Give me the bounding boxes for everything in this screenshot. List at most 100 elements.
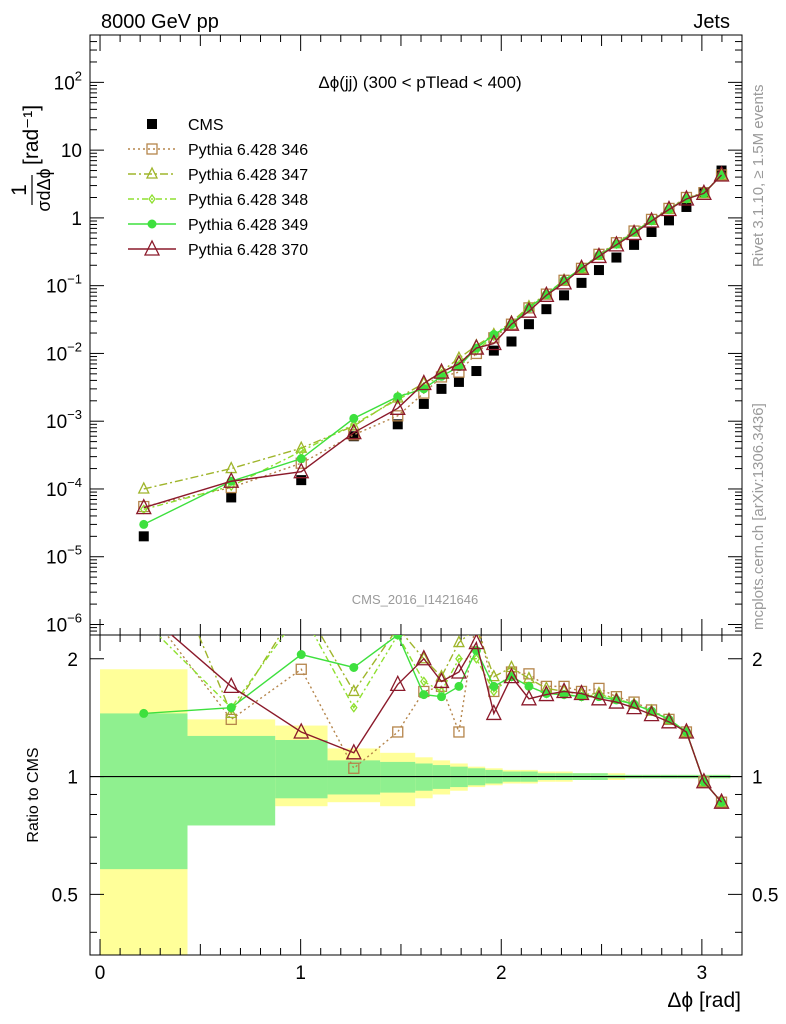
legend-label: Pythia 6.428 349 — [188, 217, 308, 234]
ratio-line-p347 — [197, 635, 723, 803]
data-point — [485, 703, 502, 721]
data-point — [538, 285, 555, 302]
data-point — [293, 462, 310, 479]
data-point — [295, 440, 308, 453]
data-point — [468, 338, 485, 355]
data-point — [223, 471, 240, 488]
data-point — [472, 653, 481, 664]
data-point — [520, 301, 537, 318]
main-panel-series — [135, 165, 730, 542]
ratio-uncertainty-bands — [100, 669, 731, 955]
data-point — [713, 792, 730, 809]
data-point — [143, 239, 161, 256]
data-point — [138, 531, 149, 542]
y-tick-label: 102 — [54, 68, 82, 94]
data-point — [348, 431, 359, 442]
data-point — [226, 492, 237, 503]
data-point — [576, 277, 587, 288]
legend-label: Pythia 6.428 346 — [188, 142, 308, 159]
data-point — [471, 366, 482, 377]
data-point — [520, 689, 537, 706]
data-point — [349, 662, 359, 672]
data-point — [452, 635, 465, 648]
data-point — [436, 383, 447, 394]
y-tick-label: 10−1 — [46, 272, 82, 298]
data-point — [139, 519, 149, 529]
ratio-y-tick-label-right: 0.5 — [752, 885, 778, 906]
data-point — [433, 362, 450, 379]
data-point — [146, 143, 158, 155]
tick-labels: 10−6 10−5 10−4 10−3 10−2 10−1 1 10 102 0 1 2 3 0.5 0.5… — [46, 68, 778, 984]
data-point — [225, 705, 238, 719]
data-point — [392, 410, 404, 422]
data-point — [298, 607, 304, 615]
legend-label: CMS — [188, 117, 224, 134]
y-tick-label: 1 — [71, 209, 82, 230]
data-point — [643, 705, 660, 722]
data-point — [471, 622, 481, 632]
data-point — [296, 650, 306, 660]
band-green-bin — [100, 713, 188, 870]
data-point — [148, 193, 156, 205]
data-point — [505, 660, 518, 673]
y-tick-label: 10−5 — [46, 543, 82, 569]
data-point — [663, 215, 674, 226]
x-tick-label: 3 — [697, 963, 708, 984]
y-tick-label: 10−6 — [46, 611, 82, 637]
data-point — [660, 200, 678, 217]
data-point — [524, 681, 534, 691]
data-point — [590, 246, 608, 264]
data-point — [137, 603, 151, 617]
ratio-y-tick-label-right: 1 — [752, 768, 763, 789]
data-point — [293, 722, 310, 739]
data-point — [523, 319, 534, 330]
data-point — [450, 662, 467, 679]
data-point — [629, 239, 640, 250]
y-tick-label: 10 — [61, 141, 82, 162]
data-point — [556, 273, 573, 290]
data-point — [347, 683, 360, 697]
data-point — [223, 676, 240, 694]
x-tick-label: 0 — [95, 963, 106, 984]
data-point — [415, 649, 432, 666]
data-point — [147, 119, 157, 129]
data-point — [433, 671, 450, 689]
data-point — [389, 674, 406, 692]
data-point — [523, 668, 535, 680]
data-point — [349, 413, 359, 423]
mcplots-reference-label: mcplots.cern.ch [arXiv:1306.3436] — [750, 403, 767, 630]
data-point — [678, 722, 695, 739]
axes-ticks — [90, 34, 743, 955]
data-point — [626, 698, 643, 715]
data-point — [147, 219, 157, 229]
data-point — [593, 265, 604, 276]
data-point — [349, 419, 358, 430]
data-point — [139, 600, 149, 610]
x-tick-label: 2 — [496, 963, 507, 984]
data-point — [296, 475, 307, 486]
series-line-p346 — [143, 174, 723, 508]
header-energy-label: 8000 GeV pp — [101, 11, 219, 33]
main-y-axis-label: 1 dσ σdΔϕ [rad⁻¹] — [8, 105, 54, 212]
data-point — [541, 304, 552, 315]
data-point — [295, 663, 307, 675]
ratio-plot-frame — [89, 634, 743, 956]
data-point — [296, 596, 306, 606]
data-point — [573, 684, 590, 701]
data-point — [471, 612, 481, 622]
data-point — [681, 201, 692, 212]
ylabel-unit: [rad⁻¹] — [20, 105, 43, 165]
data-point — [485, 334, 502, 351]
data-point — [415, 374, 432, 391]
data-point — [296, 454, 306, 464]
data-point — [538, 685, 555, 702]
data-point — [348, 762, 360, 774]
data-point — [392, 726, 404, 738]
series-line-p370 — [143, 174, 723, 509]
ylabel-fraction-num: 1 — [8, 184, 31, 196]
data-point — [503, 314, 520, 331]
legend-label: Pythia 6.428 347 — [188, 167, 308, 184]
data-point — [225, 461, 238, 474]
legend-label: Pythia 6.428 348 — [188, 192, 308, 209]
data-point — [488, 345, 499, 356]
